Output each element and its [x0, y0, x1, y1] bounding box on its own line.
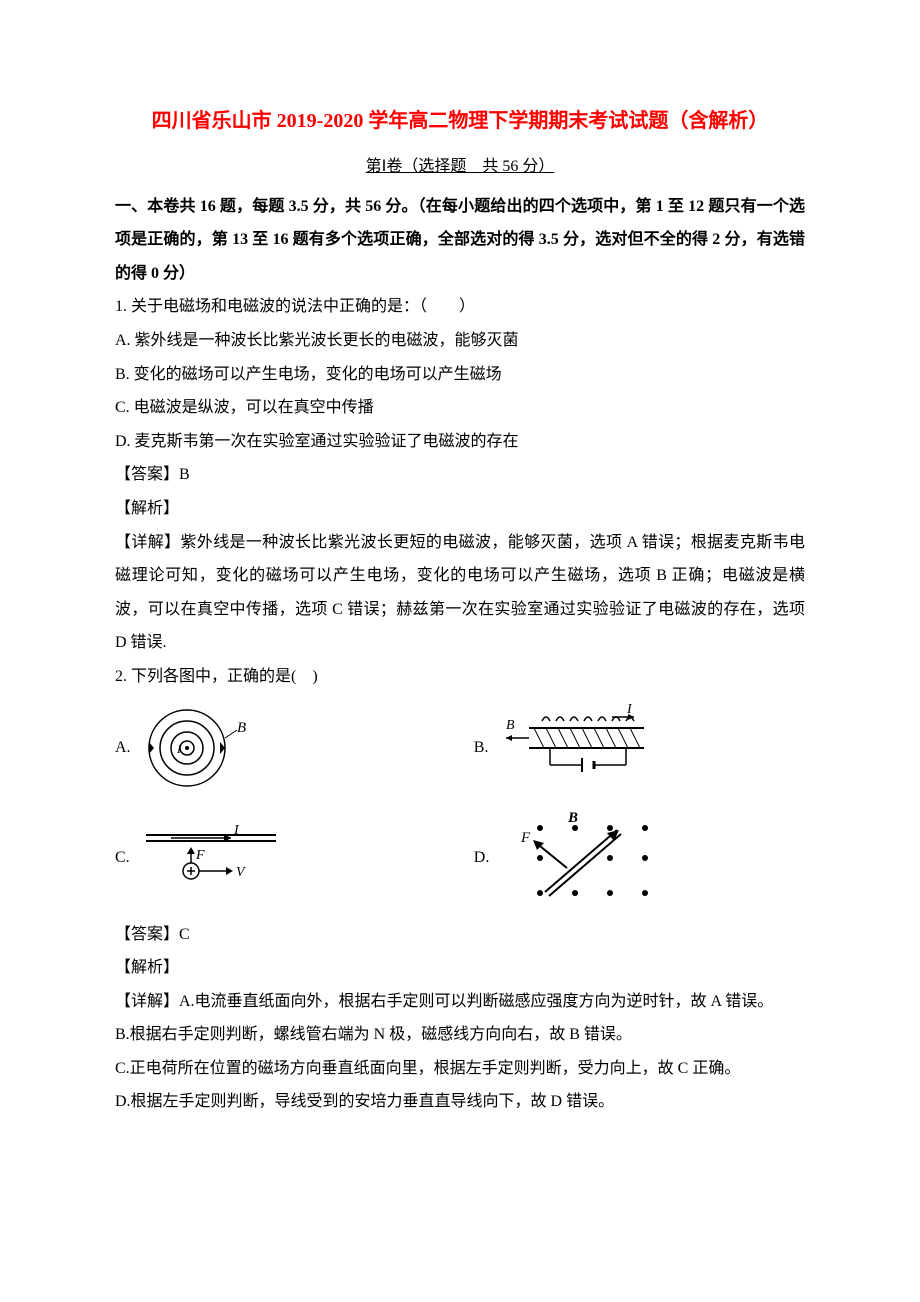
- figD-label-B: B: [567, 810, 578, 826]
- q2-figure-c: I F V: [136, 823, 286, 893]
- q2-analysis-a: 【详解】A.电流垂直纸面向外，根据右手定则可以判断磁感应强度方向为逆时针，故 A…: [115, 985, 805, 1019]
- q2-analysis-label: 【解析】: [115, 951, 805, 985]
- q2-analysis-b: B.根据右手定则判断，螺线管右端为 N 极，磁感线方向向右，故 B 错误。: [115, 1018, 805, 1052]
- q2-analysis-d: D.根据左手定则判断，导线受到的安培力垂直直导线向下，故 D 错误。: [115, 1085, 805, 1119]
- q2-figure-b: I B: [494, 703, 664, 793]
- q1-option-a: A. 紫外线是一种波长比紫光波长更长的电磁波，能够灭菌: [115, 324, 805, 358]
- q1-stem: 1. 关于电磁场和电磁波的说法中正确的是：（ ）: [115, 290, 805, 324]
- figB-label-B: B: [506, 718, 515, 733]
- figC-label-V: V: [236, 865, 246, 880]
- q2-label-a: A.: [115, 731, 131, 765]
- page-title: 四川省乐山市 2019-2020 学年高二物理下学期期末考试试题（含解析）: [115, 100, 805, 142]
- q1-answer: 【答案】B: [115, 458, 805, 492]
- figD-label-F: F: [520, 830, 531, 846]
- q2-answer: 【答案】C: [115, 918, 805, 952]
- q1-option-d: D. 麦克斯韦第一次在实验室通过实验验证了电磁波的存在: [115, 425, 805, 459]
- section-subtitle: 第Ⅰ卷（选择题 共 56 分）: [115, 150, 805, 184]
- q2-label-c: C.: [115, 841, 130, 875]
- q2-analysis-c: C.正电荷所在位置的磁场方向垂直纸面向里，根据左手定则判断，受力向上，故 C 正…: [115, 1052, 805, 1086]
- q2-label-d: D.: [474, 841, 490, 875]
- q1-analysis-label: 【解析】: [115, 492, 805, 526]
- q1-option-c: C. 电磁波是纵波，可以在真空中传播: [115, 391, 805, 425]
- figC-label-F: F: [195, 848, 205, 863]
- q2-stem: 2. 下列各图中，正确的是( ): [115, 660, 805, 694]
- q1-option-b: B. 变化的磁场可以产生电场，变化的电场可以产生磁场: [115, 358, 805, 392]
- figA-label-B: B: [237, 720, 246, 736]
- q2-label-b: B.: [474, 731, 489, 765]
- q2-figure-d: B F: [495, 808, 655, 908]
- instructions: 一、本卷共 16 题，每题 3.5 分，共 56 分。（在每小题给出的四个选项中…: [115, 190, 805, 291]
- q2-figure-a: I B: [137, 698, 267, 798]
- q1-analysis: 【详解】紫外线是一种波长比紫光波长更短的电磁波，能够灭菌，选项 A 错误；根据麦…: [115, 526, 805, 660]
